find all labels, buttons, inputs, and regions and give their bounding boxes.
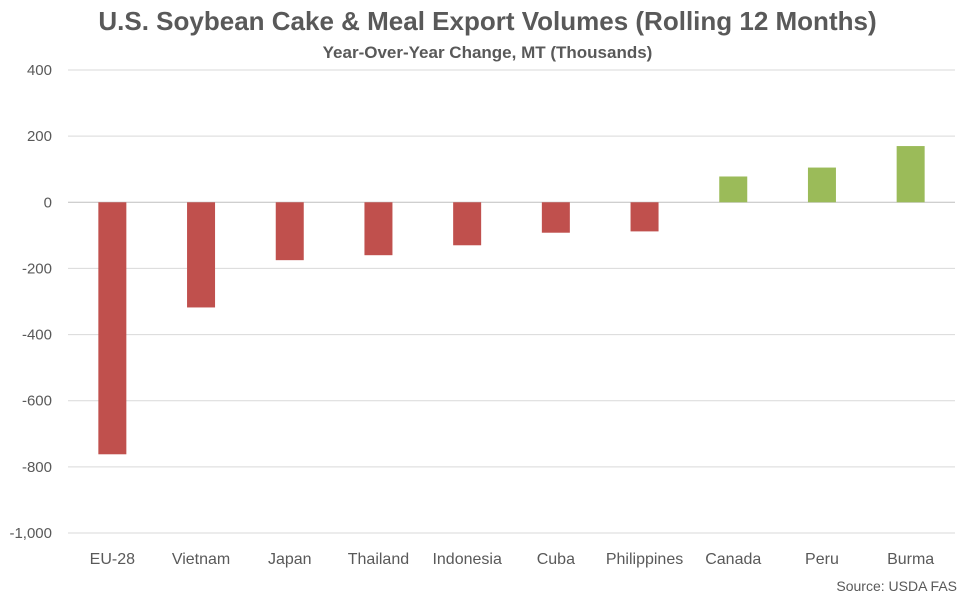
gridlines: [68, 69, 955, 534]
y-tick-label: -200: [22, 260, 52, 277]
x-tick-label: Burma: [887, 551, 934, 568]
x-tick-label: Cuba: [537, 551, 575, 568]
y-axis-ticks: 400 200 0 -200 -400 -600 -800 -1,000: [9, 62, 52, 542]
y-tick-label: 400: [27, 62, 52, 79]
chart-title: U.S. Soybean Cake & Meal Export Volumes …: [98, 6, 877, 36]
bar: [275, 202, 304, 261]
x-tick-label: Indonesia: [432, 551, 501, 568]
y-tick-label: 200: [27, 128, 52, 145]
bars: [98, 146, 925, 455]
y-tick-label: -400: [22, 327, 52, 344]
chart-subtitle: Year-Over-Year Change, MT (Thousands): [322, 43, 653, 62]
bar: [98, 202, 127, 455]
bar: [630, 202, 659, 232]
bar: [453, 202, 482, 246]
x-tick-label: Canada: [705, 551, 761, 568]
bar: [719, 176, 748, 203]
bar: [364, 202, 393, 256]
x-tick-label: Vietnam: [172, 551, 230, 568]
bar: [896, 146, 925, 203]
x-axis-ticks: EU-28 Vietnam Japan Thailand Indonesia Cuba Ph…: [90, 551, 935, 568]
x-tick-label: EU-28: [90, 551, 135, 568]
y-tick-label: -800: [22, 459, 52, 476]
x-tick-label: Peru: [805, 551, 839, 568]
x-tick-label: Philippines: [606, 551, 683, 568]
y-tick-label: 0: [44, 194, 52, 211]
x-tick-label: Thailand: [348, 551, 409, 568]
y-tick-label: -600: [22, 393, 52, 410]
bar: [187, 202, 216, 308]
bar: [541, 202, 570, 233]
source-note: Source: USDA FAS: [836, 578, 957, 594]
bar: [807, 167, 836, 203]
y-tick-label: -1,000: [9, 525, 52, 542]
x-tick-label: Japan: [268, 551, 312, 568]
